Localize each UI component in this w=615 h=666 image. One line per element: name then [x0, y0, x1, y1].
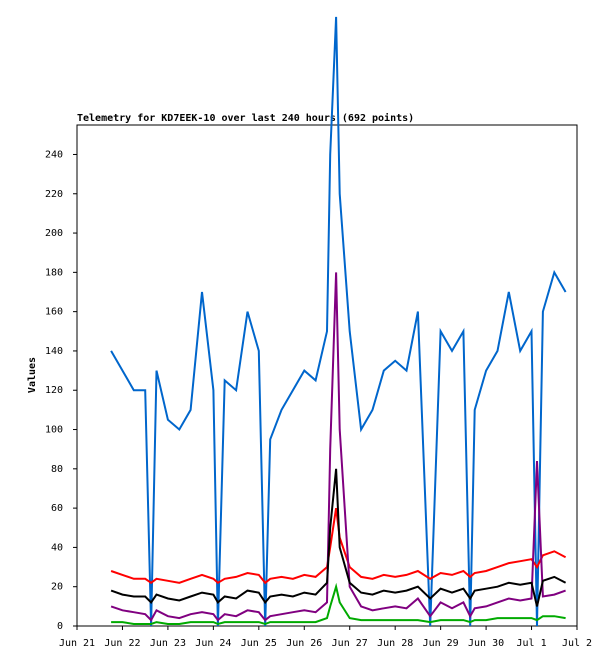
x-tick-label: Jun 30: [468, 638, 504, 649]
y-tick-label: 40: [51, 542, 63, 553]
series-line: [110, 468, 567, 607]
x-tick-label: Jun 24: [195, 638, 231, 649]
y-tick-label: 180: [45, 267, 63, 278]
y-tick-label: 100: [45, 425, 63, 436]
x-tick-label: Jun 21: [59, 638, 95, 649]
y-tick-label: 120: [45, 385, 63, 396]
plot-frame: [76, 124, 578, 627]
x-tick-label: Jun 25: [241, 638, 277, 649]
x-tick-label: Jun 22: [104, 638, 140, 649]
x-tick-label: Jun 26: [286, 638, 322, 649]
x-tick-label: Jul 2: [562, 638, 592, 649]
x-tick-label: Jun 28: [377, 638, 413, 649]
y-tick-label: 140: [45, 346, 63, 357]
x-tick-label: Jun 29: [423, 638, 459, 649]
y-tick-label: 160: [45, 307, 63, 318]
x-tick-label: Jul 1: [516, 638, 546, 649]
y-tick-label: 80: [51, 464, 63, 475]
y-tick-label: 240: [45, 149, 63, 160]
chart-title: Telemetry for KD7EEK-10 over last 240 ho…: [77, 112, 414, 124]
series-line: [111, 582, 566, 626]
series-line: [110, 272, 566, 622]
x-tick-label: Jun 27: [332, 638, 368, 649]
y-tick-label: 60: [51, 503, 63, 514]
y-tick-label: 200: [45, 228, 63, 239]
y-axis-label: Values: [27, 357, 38, 393]
y-tick-label: 0: [57, 621, 63, 632]
series-line: [110, 16, 567, 627]
series-line: [110, 507, 567, 585]
x-tick-label: Jun 23: [150, 638, 186, 649]
y-tick-label: 20: [51, 582, 63, 593]
y-tick-label: 220: [45, 189, 63, 200]
